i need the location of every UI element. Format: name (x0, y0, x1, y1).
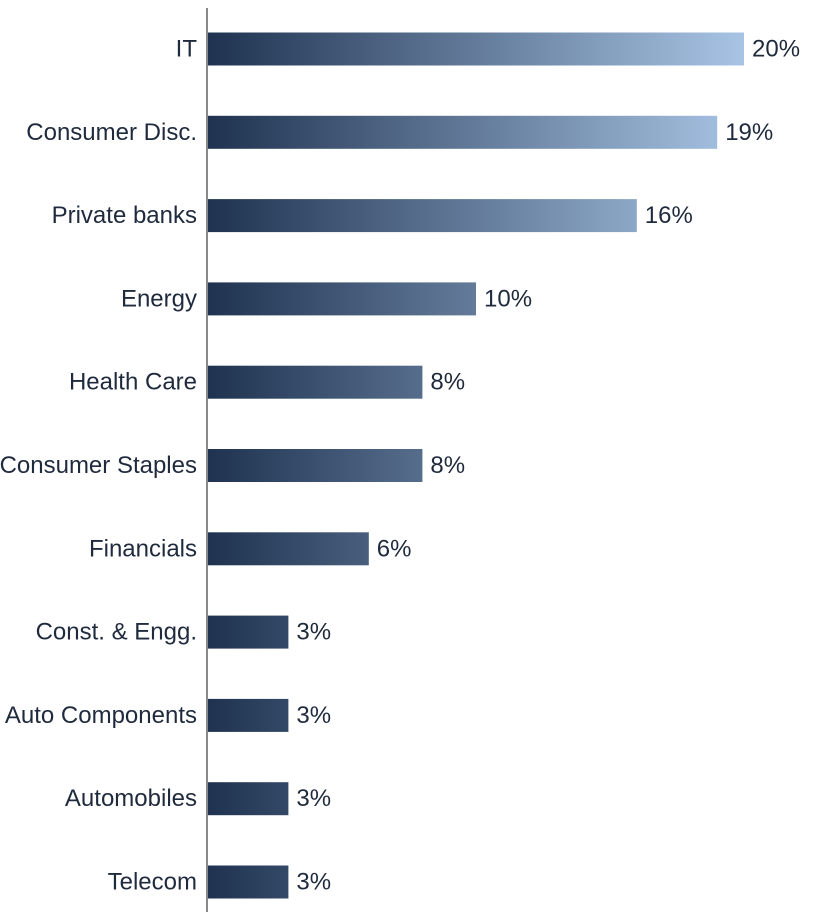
bar-telecom (208, 865, 289, 899)
category-label-auto-components: Auto Components (5, 702, 197, 729)
value-label-consumer-staples: 8% (430, 452, 465, 479)
bar-auto-components (208, 698, 289, 732)
value-label-private-banks: 16% (645, 202, 693, 229)
bar-private-banks (208, 199, 637, 233)
bar-financials (208, 532, 369, 566)
bar-consumer-disc (208, 115, 718, 149)
bar-energy (208, 282, 476, 316)
bars-group: IT 20% Consumer Disc. 19% Private banks 16% En… (0, 32, 800, 899)
category-label-financials: Financials (89, 535, 197, 562)
category-label-const-engg: Const. & Engg. (36, 619, 197, 646)
category-label-consumer-staples: Consumer Staples (0, 452, 197, 479)
value-label-health-care: 8% (430, 369, 465, 396)
value-label-financials: 6% (377, 535, 412, 562)
category-label-it: IT (176, 36, 198, 63)
category-label-telecom: Telecom (108, 869, 197, 896)
category-label-automobiles: Automobiles (65, 785, 197, 812)
value-label-telecom: 3% (296, 869, 331, 896)
value-label-energy: 10% (484, 285, 532, 312)
value-label-consumer-disc: 19% (725, 119, 773, 146)
category-label-consumer-disc: Consumer Disc. (26, 119, 197, 146)
bar-const-engg (208, 615, 289, 649)
bar-consumer-staples (208, 449, 423, 482)
category-label-private-banks: Private banks (52, 202, 197, 229)
category-label-health-care: Health Care (69, 369, 197, 396)
category-label-energy: Energy (121, 285, 197, 312)
bar-it (208, 32, 744, 66)
value-label-automobiles: 3% (296, 785, 331, 812)
value-label-auto-components: 3% (296, 702, 331, 729)
bar-automobiles (208, 782, 289, 816)
value-label-it: 20% (752, 36, 800, 63)
bar-health-care (208, 365, 423, 399)
value-label-const-engg: 3% (296, 619, 331, 646)
